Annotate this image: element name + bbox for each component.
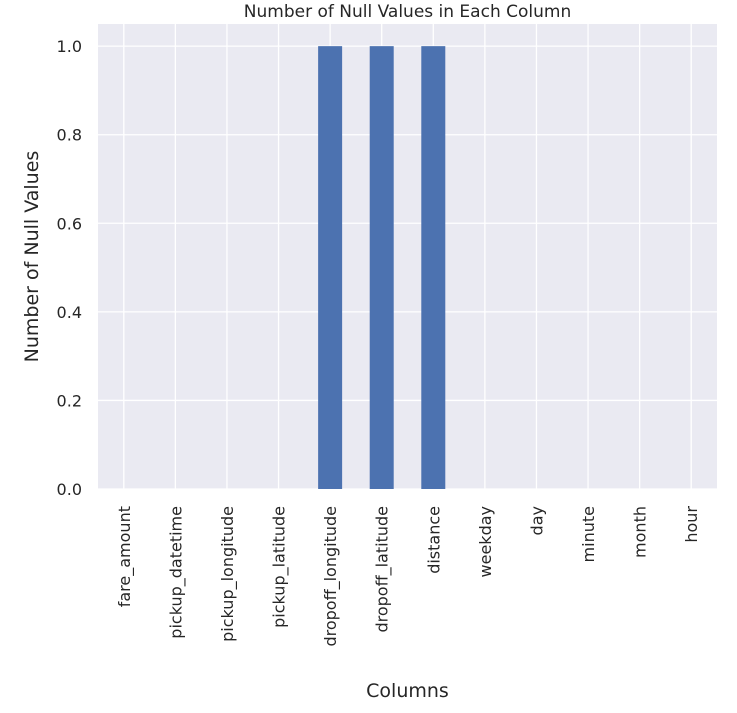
plot-area — [98, 24, 717, 489]
x-tick-label: hour — [682, 506, 701, 543]
x-tick-label: month — [631, 506, 650, 558]
x-tick-label: weekday — [476, 506, 495, 577]
y-tick-label: 0.4 — [57, 303, 82, 322]
x-axis-label: Columns — [366, 680, 449, 702]
x-tick-label: pickup_datetime — [166, 506, 186, 639]
x-axis-ticks: fare_amount pickup_datetime pickup_longitu… — [115, 506, 701, 647]
x-tick-label: fare_amount — [115, 506, 135, 607]
y-tick-label: 0.8 — [57, 126, 82, 145]
chart-title: Number of Null Values in Each Column — [244, 2, 571, 22]
y-tick-label: 0.0 — [57, 480, 82, 499]
x-tick-label: dropoff_latitude — [373, 506, 393, 633]
bar-distance — [421, 46, 446, 490]
bars — [318, 46, 446, 490]
bar-dropoff_longitude — [318, 46, 343, 490]
x-tick-label: minute — [579, 506, 598, 562]
y-tick-label: 1.0 — [57, 37, 82, 56]
x-tick-label: pickup_longitude — [218, 506, 238, 642]
y-axis-ticks: 0.0 0.2 0.4 0.6 0.8 1.0 — [57, 37, 82, 499]
x-tick-label: dropoff_longitude — [321, 506, 341, 647]
y-tick-label: 0.2 — [57, 391, 82, 410]
x-tick-label: distance — [424, 506, 443, 574]
y-axis-label: Number of Null Values — [21, 151, 43, 363]
bar-dropoff_latitude — [369, 46, 394, 490]
y-tick-label: 0.6 — [57, 214, 82, 233]
x-tick-label: pickup_latitude — [270, 506, 290, 628]
x-tick-label: day — [527, 506, 546, 535]
